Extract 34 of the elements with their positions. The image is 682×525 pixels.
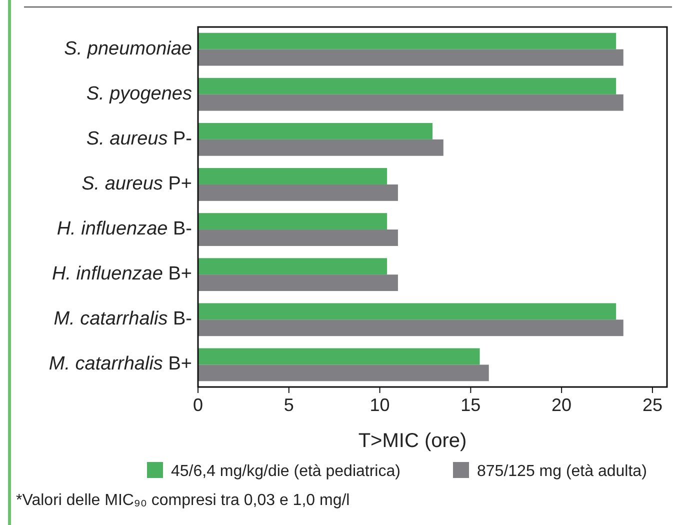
bar xyxy=(198,258,388,275)
bar xyxy=(198,32,616,50)
x-tick-label: 25 xyxy=(642,395,662,415)
bar xyxy=(198,274,398,292)
bar xyxy=(198,213,388,230)
bar xyxy=(198,78,616,94)
bar xyxy=(198,303,616,320)
x-axis-title: T>MIC (ore) xyxy=(358,430,467,452)
y-tick-label: H. influenzae B+ xyxy=(52,264,192,285)
bar xyxy=(198,168,388,184)
bar xyxy=(198,94,624,111)
y-tick-label: M. catarrhalis B+ xyxy=(48,354,192,375)
bar xyxy=(198,122,432,140)
x-tick-label: 15 xyxy=(460,395,481,415)
x-tick-label: 10 xyxy=(370,395,390,415)
y-tick-label: S. pneumoniae xyxy=(64,38,192,60)
bar xyxy=(198,139,444,156)
bar xyxy=(198,184,398,201)
y-tick-label: S. pyogenes xyxy=(86,83,192,104)
x-tick-label: 0 xyxy=(192,395,204,415)
bar xyxy=(198,364,489,382)
y-tick-label: S. aureus P+ xyxy=(82,173,192,194)
y-tick-label: H. influenzae B- xyxy=(56,218,192,240)
text: *Valori delle MIC₉₀ compresi tra 0,03 e 1,0 mg/l xyxy=(16,492,350,509)
bar xyxy=(198,320,624,336)
y-tick-label: S. aureus P- xyxy=(86,128,192,150)
x-tick-label: 5 xyxy=(284,395,294,415)
legend-label: 45/6,4 mg/kg/die (età pediatrica) xyxy=(171,463,400,480)
y-tick-label: M. catarrhalis B- xyxy=(54,308,192,330)
bar xyxy=(198,49,624,66)
x-tick-label: 20 xyxy=(552,395,572,415)
legend-label: 875/125 mg (età adulta) xyxy=(477,463,647,480)
bar xyxy=(198,230,398,246)
bar xyxy=(198,348,480,365)
